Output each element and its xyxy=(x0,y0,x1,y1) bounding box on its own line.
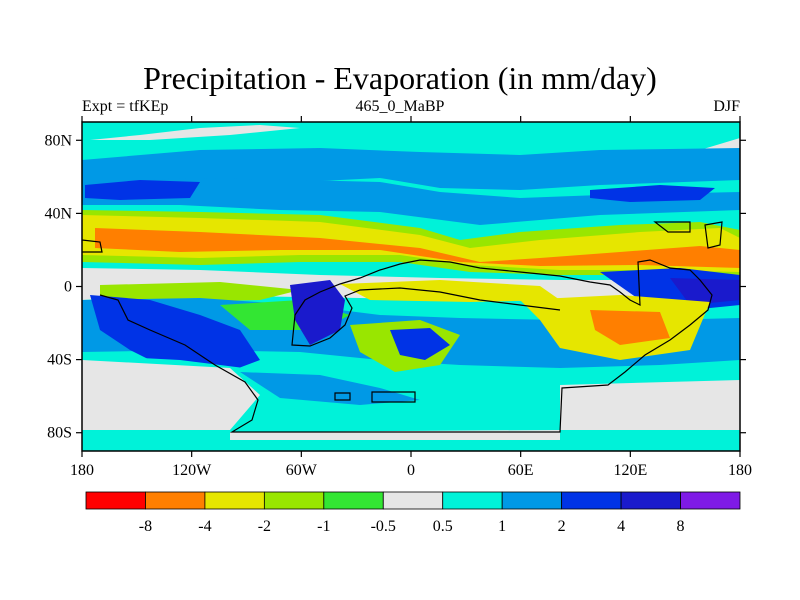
colorbar-box xyxy=(85,491,146,510)
field-sh-wet-patch xyxy=(390,328,450,360)
field-nh-wet-band-2 xyxy=(82,178,740,225)
lon-label: 60W xyxy=(286,462,318,479)
lat-label: 80S xyxy=(47,425,72,442)
colorbar-label: 4 xyxy=(617,518,625,535)
colorbar-label: -8 xyxy=(139,518,152,535)
field-sh-dry-east-core xyxy=(590,310,670,345)
field-layer xyxy=(82,122,740,451)
colorbar-label: 2 xyxy=(558,518,566,535)
lon-label: 0 xyxy=(407,462,415,479)
lon-label: 120E xyxy=(613,462,647,479)
colorbar-label: -1 xyxy=(317,518,330,535)
lat-label: 40N xyxy=(44,205,72,222)
field-nh-storm-track-west xyxy=(85,180,200,200)
colorbar-box xyxy=(145,491,206,510)
field-southern-ocean-blue xyxy=(240,372,420,405)
lat-label: 80N xyxy=(44,132,72,149)
field-eq-green-west xyxy=(100,282,300,302)
field-subtropic-orange xyxy=(95,228,740,268)
map-title: Precipitation - Evaporation (in mm/day) xyxy=(143,60,657,96)
colorbar-box xyxy=(263,491,325,510)
continent-outline-ne-2 xyxy=(704,221,723,249)
experiment-label: Expt = tfKEp xyxy=(82,98,169,115)
continent-outlines xyxy=(82,221,723,433)
lat-label: 0 xyxy=(64,279,72,296)
colorbar-label: -4 xyxy=(198,518,211,535)
colorbar-box xyxy=(442,491,503,510)
field-sw-wet xyxy=(90,295,260,375)
continent-outline-main xyxy=(99,259,713,433)
lon-label: 180 xyxy=(728,462,752,479)
period-label: 465_0_MaBP xyxy=(355,98,445,115)
colorbar-label: -2 xyxy=(258,518,271,535)
colorbar-label: -0.5 xyxy=(371,518,396,535)
field-west-pacific-core xyxy=(670,278,740,305)
field-antarctic-east-grey xyxy=(560,380,740,445)
colorbar-box xyxy=(204,491,265,510)
continent-outline-island xyxy=(371,391,416,403)
field-nh-storm-track-east xyxy=(590,185,715,202)
colorbar-box xyxy=(620,491,681,510)
lon-label: 60E xyxy=(508,462,534,479)
lat-label: 40S xyxy=(47,352,72,369)
field-central-wet xyxy=(290,280,345,345)
season-label: DJF xyxy=(713,98,740,115)
colorbar-labels: -8 -4 -2 -1 -0.5 0.5 1 2 4 8 xyxy=(139,518,685,535)
colorbar xyxy=(85,491,741,510)
continent-outline-ne xyxy=(653,221,691,233)
field-antarctic-west-grey xyxy=(82,360,260,430)
continent-outline-west-edge xyxy=(82,239,103,253)
colorbar-label: 0.5 xyxy=(433,518,453,535)
colorbar-box xyxy=(501,491,563,510)
colorbar-box xyxy=(680,491,741,510)
latitude-axis: 80N 40N 0 40S 80S xyxy=(44,132,746,442)
field-eq-yellow xyxy=(340,280,560,302)
continent-outline-island-2 xyxy=(334,392,351,401)
lon-label: 120W xyxy=(172,462,212,479)
field-arctic-low xyxy=(90,125,300,140)
longitude-axis: 180 120W 60W 0 60E 120E 180 xyxy=(70,116,752,479)
colorbar-label: 1 xyxy=(498,518,506,535)
colorbar-box xyxy=(561,491,622,510)
colorbar-label: 8 xyxy=(677,518,685,535)
lon-label: 180 xyxy=(70,462,94,479)
colorbar-box xyxy=(382,491,444,510)
colorbar-box xyxy=(323,491,384,510)
